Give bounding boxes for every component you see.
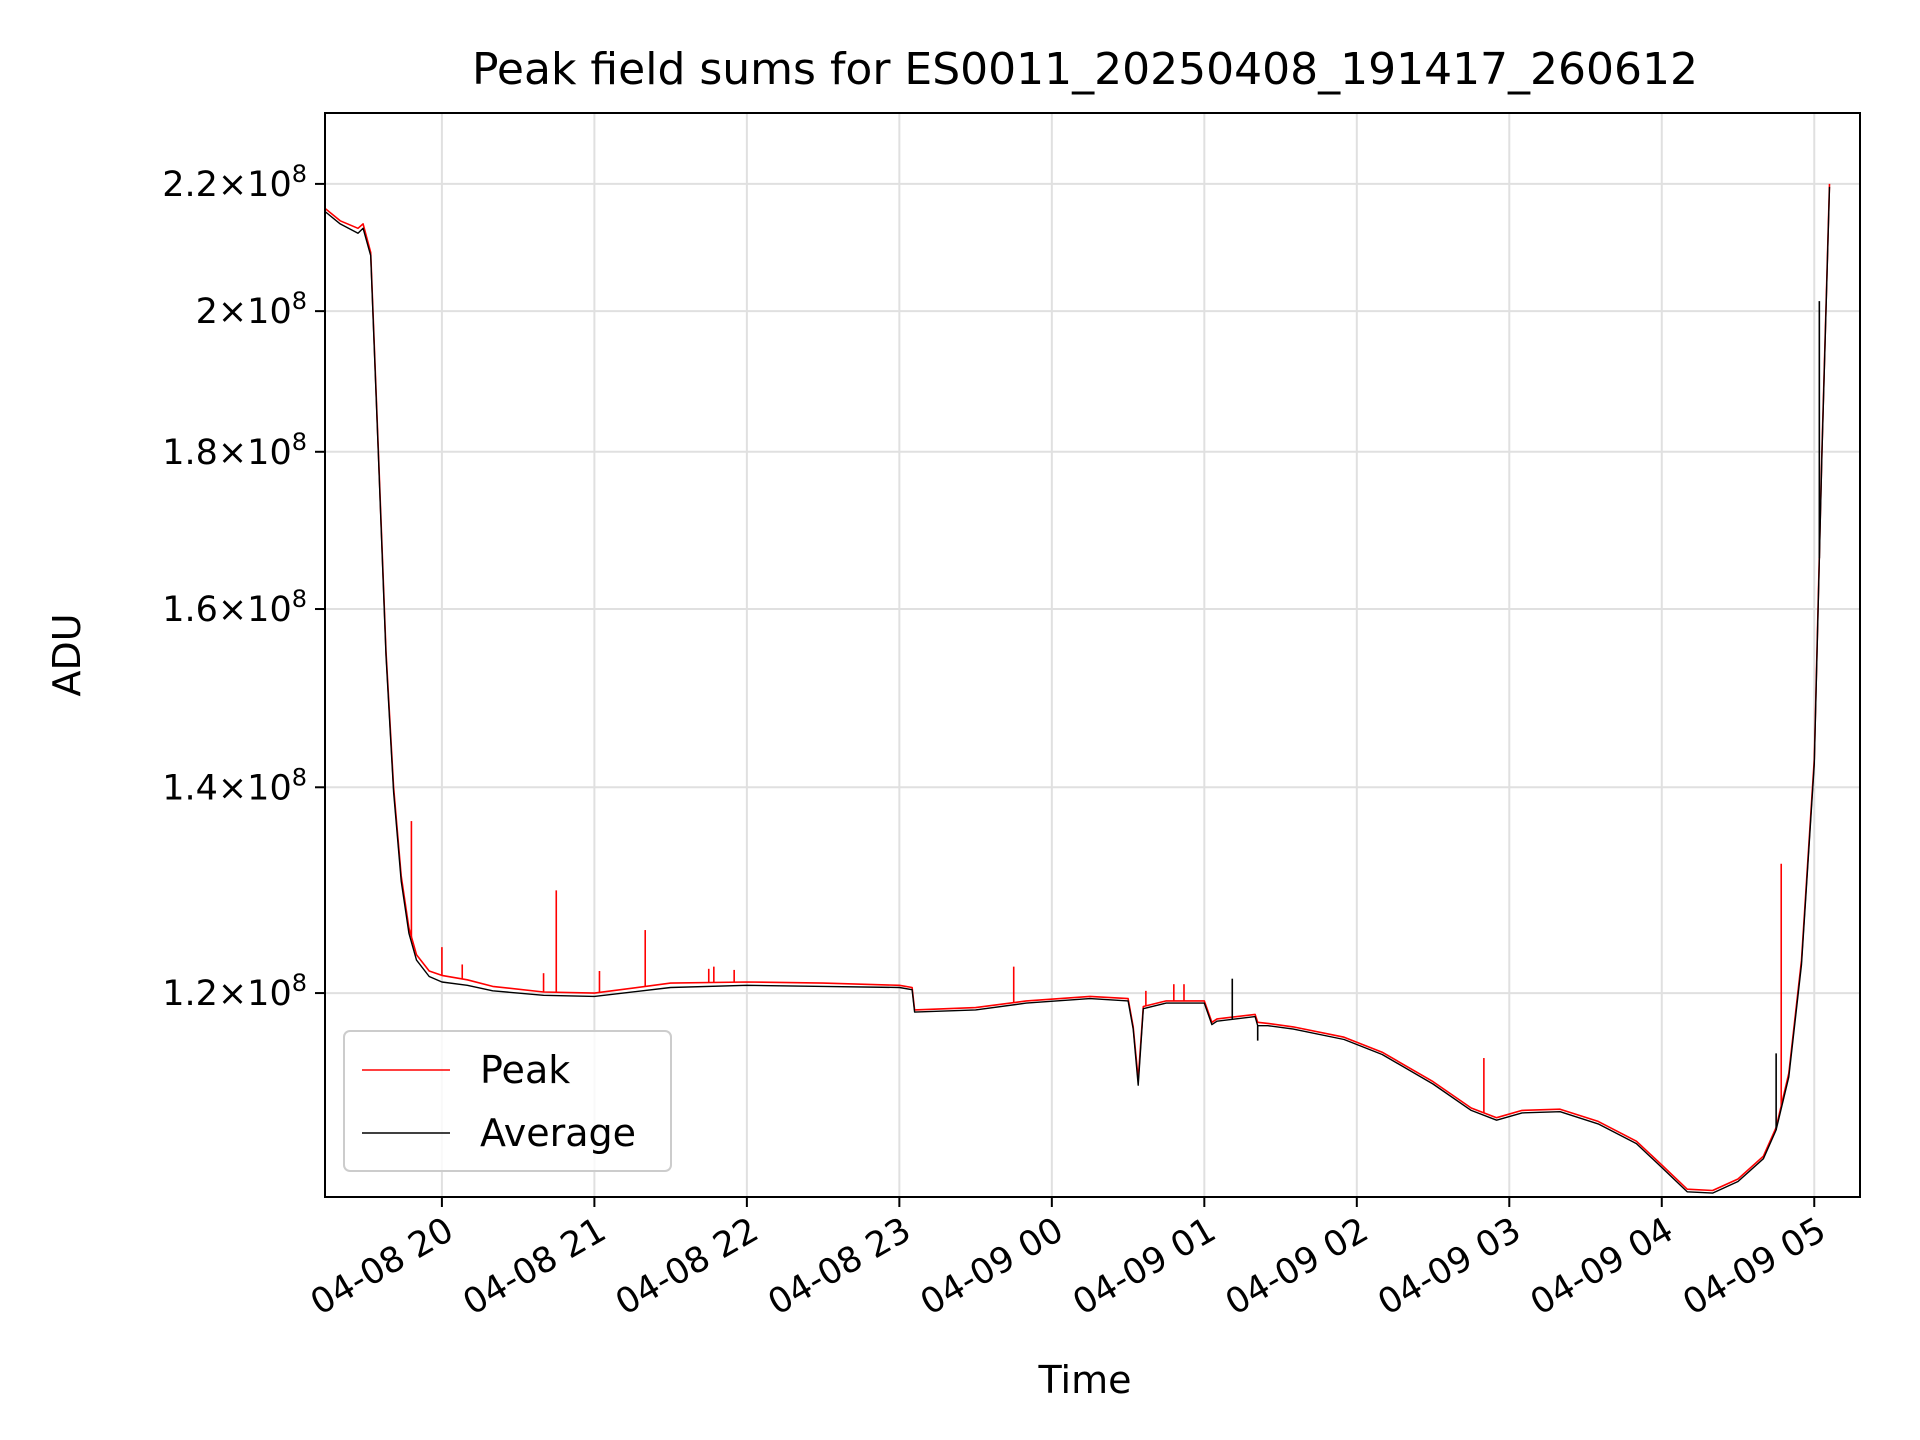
y-tick-label: 1.6×108 [162,585,307,630]
y-axis-label: ADU [45,613,89,696]
legend-label-peak: Peak [480,1048,570,1092]
y-tick-label: 2.2×108 [162,160,307,205]
series-layer [325,183,1831,1194]
chart-title: Peak field sums for ES0011_20250408_1914… [472,44,1698,95]
y-tick-label: 2×108 [196,287,307,332]
plot-frame [324,112,1861,1198]
y-tick-label: 1.8×108 [162,428,307,473]
legend-label-average: Average [480,1111,636,1155]
y-tick-label: 1.4×108 [162,763,307,808]
series-line-average [325,186,1831,1194]
grid [325,113,1860,1197]
x-axis-label: Time [1038,1358,1132,1402]
y-tick-label: 1.2×108 [162,969,307,1014]
legend-box [343,1030,672,1172]
y-axis: 1.2×108 1.4×108 1.6×108 1.8×108 2×108 2.2×108 [162,160,325,1014]
legend: Peak Average [343,1030,672,1172]
